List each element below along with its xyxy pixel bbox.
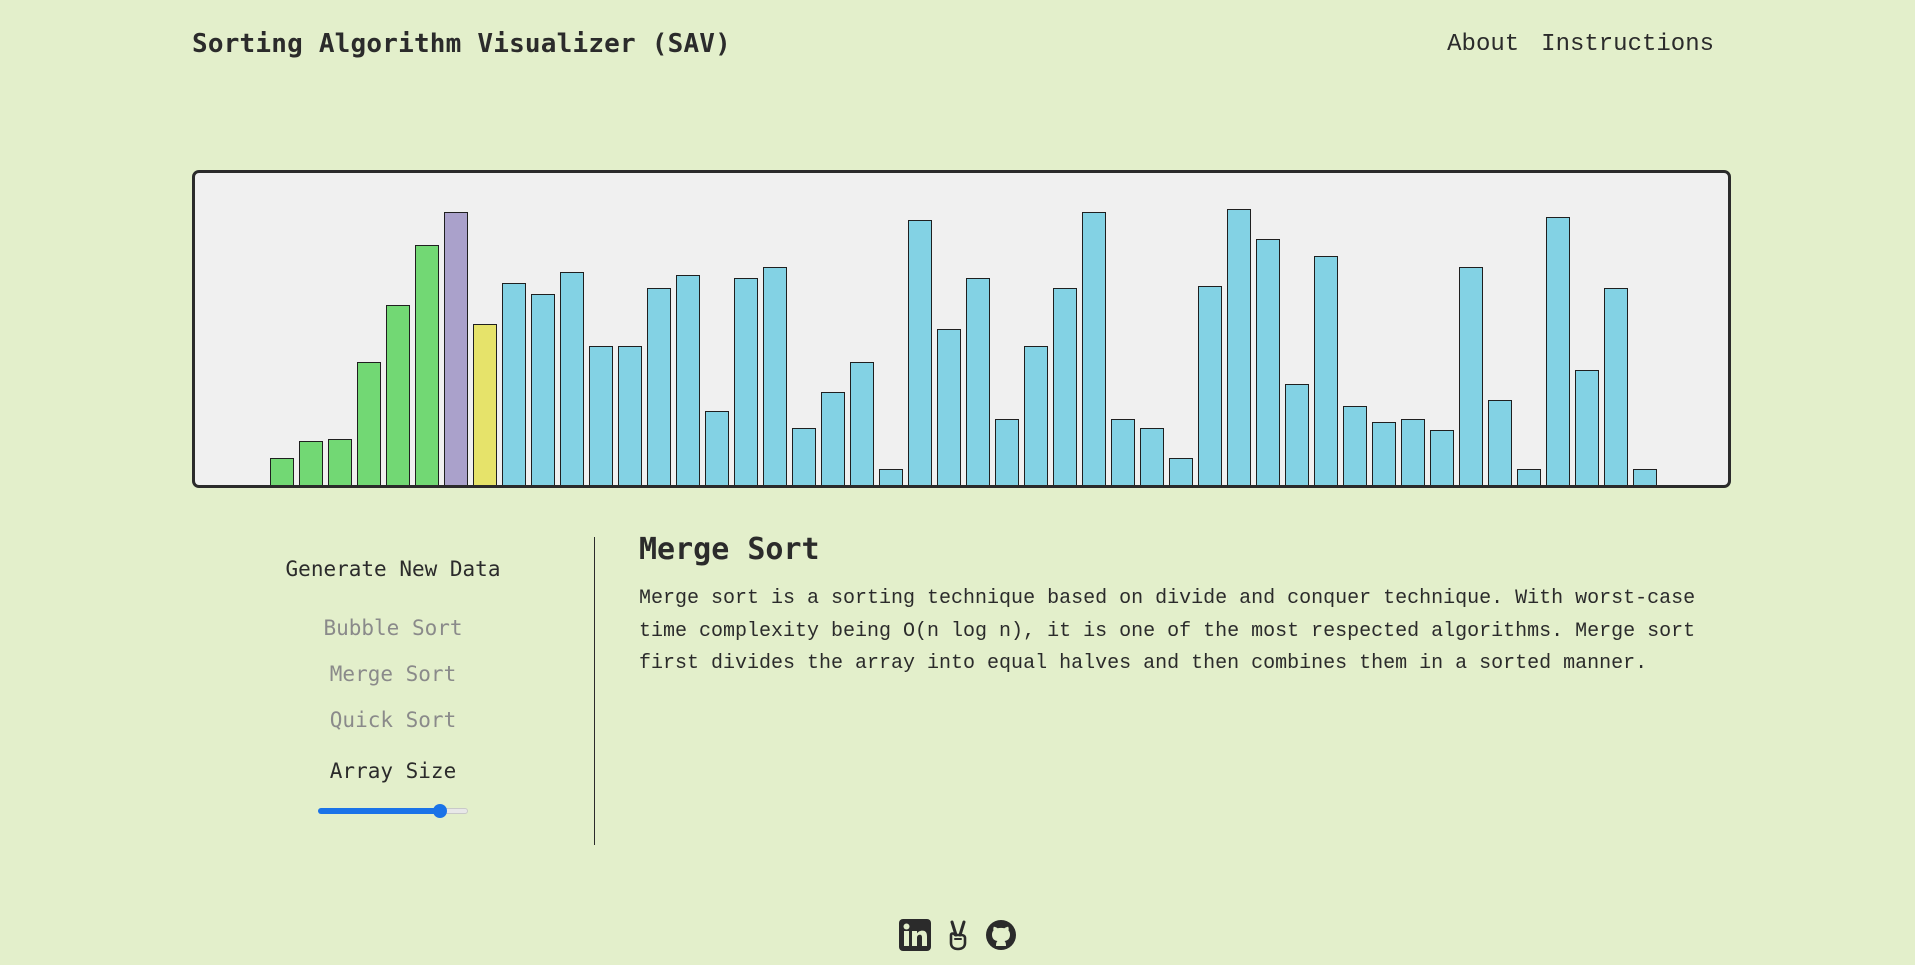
- array-bar: [966, 278, 990, 485]
- array-bar: [1575, 370, 1599, 485]
- array-bar: [676, 275, 700, 485]
- footer-links: [0, 918, 1915, 954]
- array-size-slider[interactable]: [318, 804, 468, 818]
- algorithm-title: Merge Sort: [639, 532, 820, 567]
- array-bar: [1633, 469, 1657, 485]
- array-bar: [1198, 286, 1222, 485]
- array-bar: [1111, 419, 1135, 485]
- array-bar: [1488, 400, 1512, 485]
- array-bar: [444, 212, 468, 485]
- nav-about-link[interactable]: About: [1447, 30, 1520, 58]
- nav-instructions-link[interactable]: Instructions: [1541, 30, 1714, 58]
- quick-sort-button[interactable]: Quick Sort: [329, 708, 457, 732]
- array-bar: [937, 329, 961, 485]
- array-bar: [1546, 217, 1570, 485]
- array-bar: [850, 362, 874, 485]
- array-bar: [705, 411, 729, 485]
- array-bar: [995, 419, 1019, 485]
- array-bar: [589, 346, 613, 485]
- array-bar: [1401, 419, 1425, 485]
- generate-data-button[interactable]: Generate New Data: [285, 557, 501, 581]
- array-bar: [415, 245, 439, 485]
- section-divider: [594, 537, 595, 845]
- array-bar: [386, 305, 410, 485]
- array-bar: [1169, 458, 1193, 485]
- bubble-sort-button[interactable]: Bubble Sort: [323, 616, 463, 640]
- array-bar: [299, 441, 323, 485]
- array-bar: [1430, 430, 1454, 485]
- array-bar: [357, 362, 381, 485]
- visualizer-panel: [192, 170, 1731, 488]
- array-bar: [1227, 209, 1251, 485]
- array-bar: [879, 469, 903, 485]
- peace-hand-icon[interactable]: [941, 918, 975, 952]
- array-bar: [1517, 469, 1541, 485]
- array-bar: [1343, 406, 1367, 485]
- app-title: Sorting Algorithm Visualizer (SAV): [192, 29, 732, 59]
- array-bar: [502, 283, 526, 485]
- array-bar: [763, 267, 787, 485]
- array-bar: [1082, 212, 1106, 485]
- array-bar: [792, 428, 816, 485]
- array-bar: [1459, 267, 1483, 485]
- array-bar: [1053, 288, 1077, 485]
- slider-thumb[interactable]: [432, 804, 447, 818]
- controls-panel: Generate New Data Bubble Sort Merge Sort…: [192, 537, 594, 845]
- linkedin-icon[interactable]: [898, 918, 932, 952]
- array-bar: [908, 220, 932, 485]
- array-bar: [821, 392, 845, 485]
- array-bar: [1256, 239, 1280, 485]
- algorithm-text: Merge sort is a sorting technique based …: [639, 587, 1696, 675]
- nav-links: About Instructions: [1447, 31, 1714, 58]
- array-bar: [531, 294, 555, 485]
- array-bar: [328, 439, 352, 485]
- header: Sorting Algorithm Visualizer (SAV) About…: [192, 22, 1714, 66]
- array-bar: [270, 458, 294, 485]
- array-bar: [473, 324, 497, 485]
- array-bar: [1604, 288, 1628, 485]
- array-bar: [1024, 346, 1048, 485]
- algorithm-description: Merge Sort Merge sort is a sorting techn…: [639, 532, 1719, 681]
- merge-sort-button[interactable]: Merge Sort: [329, 662, 457, 686]
- array-bar: [1285, 384, 1309, 485]
- slider-fill: [318, 808, 440, 814]
- array-bar: [734, 278, 758, 485]
- array-size-label: Array Size: [329, 759, 457, 783]
- github-icon[interactable]: [984, 918, 1018, 952]
- array-bar: [647, 288, 671, 485]
- bar-container: [195, 173, 1728, 485]
- array-bar: [560, 272, 584, 485]
- array-bar: [1314, 256, 1338, 485]
- array-bar: [1372, 422, 1396, 485]
- array-bar: [618, 346, 642, 485]
- array-bar: [1140, 428, 1164, 485]
